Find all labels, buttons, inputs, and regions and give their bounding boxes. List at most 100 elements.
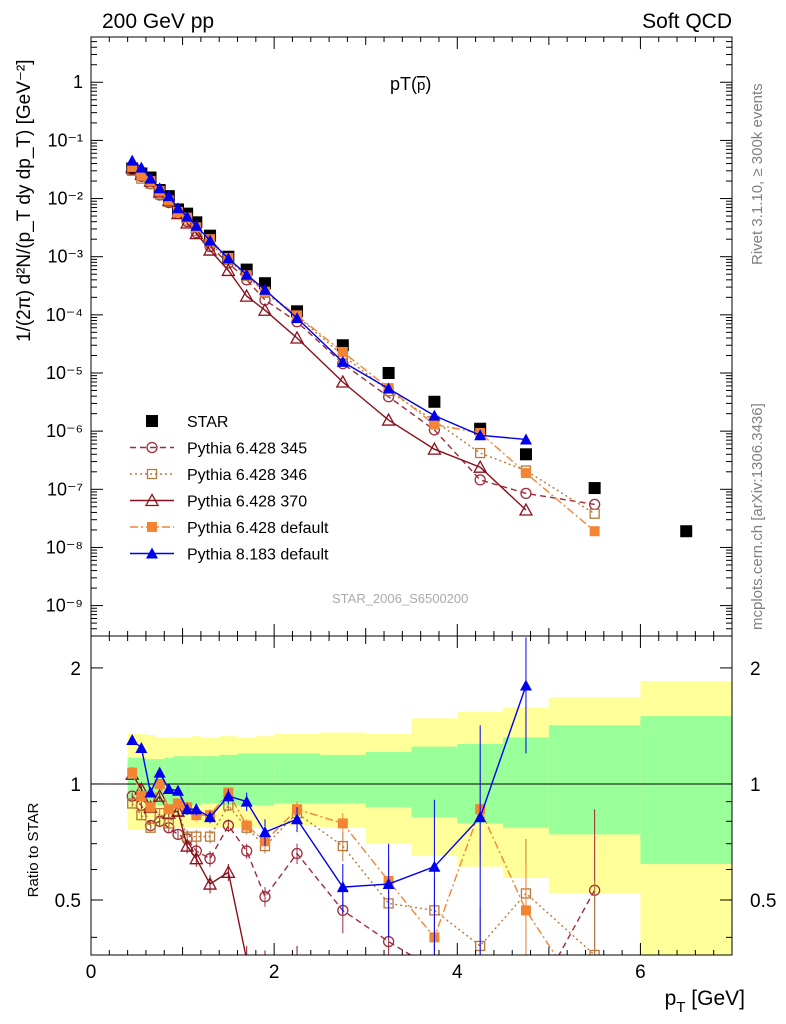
data-point-marker [126,734,139,746]
data-point-marker [153,766,166,778]
legend: STAR Pythia 6.428 345 Pythia 6.428 346 Pyth… [130,414,329,564]
plot-frames [90,36,733,956]
data-point-marker [429,419,440,430]
ratio-panel-frame [90,635,733,956]
data-point-marker [146,415,158,427]
legend-label: Pythia 6.428 345 [187,441,307,458]
data-point-marker [240,795,253,807]
stat-band-bin [319,754,366,804]
data-point-marker [126,154,139,166]
x-tick-label: 2 [269,962,280,983]
data-point-marker [153,182,166,194]
data-point-marker [204,831,216,842]
data-point-marker [127,798,138,809]
stat-band-bin [173,756,183,806]
data-point-marker [520,468,531,479]
y-tick-label: 10⁻¹ [47,130,83,150]
data-point-marker [519,433,532,445]
data-point-marker [144,172,157,184]
legend-item-pythia-6-428-default: Pythia 6.428 default [130,520,329,537]
y-tick-label: 10⁻² [47,189,83,209]
data-point-marker [337,346,348,357]
data-point-marker [202,242,218,256]
data-point-marker [588,482,601,495]
data-point-marker [289,330,305,344]
data-point-marker [190,219,203,231]
series-pythia-8-183-default [126,154,532,445]
data-point-marker [221,263,236,277]
data-point-marker [204,853,216,865]
mcplots-source-label: mcplots.cern.ch [arXiv:1306.3436] [749,403,766,630]
data-point-marker [336,355,349,367]
data-point-marker [135,741,148,753]
data-point-marker [428,409,441,421]
data-point-marker [190,803,203,815]
data-point-marker [589,526,600,537]
legend-item-star: STAR [146,414,228,431]
data-point-marker [144,786,157,798]
stat-band-bin [255,753,275,806]
data-point-marker [135,161,148,173]
legend-item-pythia-6-428-345: Pythia 6.428 345 [130,441,307,458]
y-tick-label: 10⁻⁴ [46,305,83,325]
ratio-y-tick-label-left: 1 [70,775,81,796]
legend-label: STAR [187,414,228,431]
y-tick-label: 10⁻⁷ [47,479,83,499]
header-right: Soft QCD [642,10,732,33]
data-point-marker [381,412,396,426]
data-point-marker [519,679,532,691]
data-point-marker [258,283,271,295]
x-tick-label: 4 [452,962,463,983]
x-axis-title: pT [GeV] [665,987,745,1016]
x-tick-label: 6 [635,962,646,983]
stat-band-bin [237,753,256,806]
y-tick-label: 10⁻⁹ [46,596,83,616]
data-point-marker [162,190,175,202]
data-point-marker [241,820,252,831]
data-point-marker [181,210,194,222]
data-point-marker [473,459,488,473]
data-point-marker [222,790,235,802]
series-pythia-6-428-370 [125,766,298,955]
data-point-marker [204,234,217,246]
stat-band-bin [182,756,192,806]
data-point-marker [154,778,165,789]
data-point-marker [336,881,349,893]
y-tick-label: 10⁻⁵ [46,363,83,383]
data-point-marker [127,767,138,778]
data-point-marker [146,441,158,454]
analysis-id-label: STAR_2006_S6500200 [332,591,468,606]
legend-label: Pythia 6.428 370 [187,494,307,511]
data-point-marker [146,468,158,480]
data-point-marker [144,493,160,507]
data-point-marker [181,803,194,815]
legend-item-pythia-6-428-370: Pythia 6.428 370 [130,493,307,511]
ratio-y-tick-label-left: 0.5 [55,891,81,912]
legend-item-pythia-6-428-346: Pythia 6.428 346 [130,467,307,484]
data-point-marker [171,784,184,796]
data-point-marker [145,822,156,833]
data-point-marker [152,788,167,802]
data-point-marker [335,374,350,388]
data-point-marker [127,161,138,172]
legend-label: Pythia 6.428 346 [187,467,307,484]
data-point-marker [222,252,235,264]
data-point-marker [189,851,204,865]
data-point-marker [221,864,236,878]
data-point-marker [171,202,184,214]
ratio-panel-series [125,637,601,955]
data-point-marker [136,170,147,181]
data-point-marker [474,474,486,486]
data-point-marker [163,818,174,829]
ratio-y-tick-label-right: 2 [750,659,761,680]
data-point-marker [202,876,218,890]
data-point-marker [222,819,235,832]
data-point-marker [291,312,304,324]
data-point-marker [146,547,158,559]
y-tick-label: 10⁻⁶ [46,421,83,441]
data-point-marker [382,366,395,379]
ratio-y-tick-label-right: 0.5 [750,891,776,912]
data-point-marker [189,226,204,240]
data-point-marker [428,395,441,408]
